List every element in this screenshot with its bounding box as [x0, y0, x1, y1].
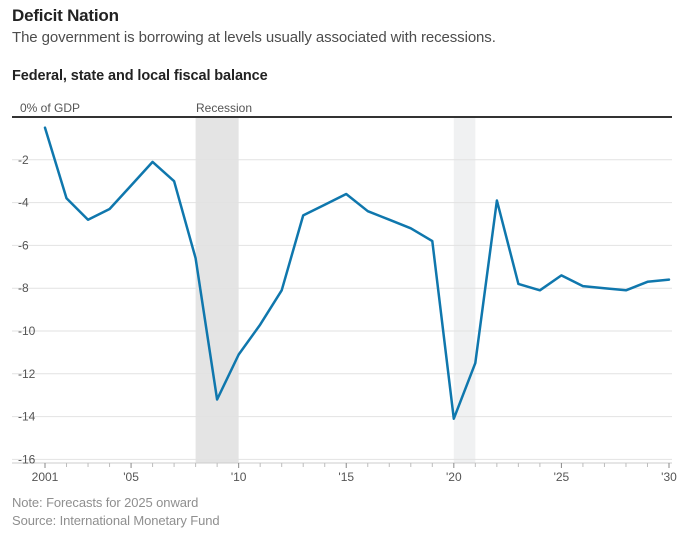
x-tick-label: '10 [231, 470, 247, 484]
recession-band [195, 118, 239, 463]
chart-source: Source: International Monetary Fund [12, 513, 220, 528]
x-tick-label: '05 [123, 470, 139, 484]
y-tick-label: -8 [18, 281, 29, 295]
y-axis-unit-label: 0% of GDP [20, 101, 81, 115]
y-tick-label: -6 [18, 238, 29, 252]
y-tick-label: -10 [18, 324, 36, 338]
fiscal-balance-line [43, 126, 671, 420]
y-tick-label: -4 [18, 196, 29, 210]
y-tick-label: -16 [18, 452, 36, 466]
x-tick-label: '15 [338, 470, 354, 484]
page-subtitle: The government is borrowing at levels us… [12, 29, 496, 46]
y-tick-label: -2 [18, 153, 29, 167]
page-title: Deficit Nation [12, 6, 119, 25]
x-tick-label: '30 [661, 470, 677, 484]
chart-title: Federal, state and local fiscal balance [12, 68, 268, 84]
y-tick-label: -14 [18, 410, 36, 424]
x-tick-label: '25 [554, 470, 570, 484]
chart-note: Note: Forecasts for 2025 onward [12, 495, 199, 510]
x-tick-label: '20 [446, 470, 462, 484]
recession-band-label: Recession [196, 101, 253, 115]
y-tick-label: -12 [18, 367, 36, 381]
x-tick-label: 2001 [32, 470, 59, 484]
